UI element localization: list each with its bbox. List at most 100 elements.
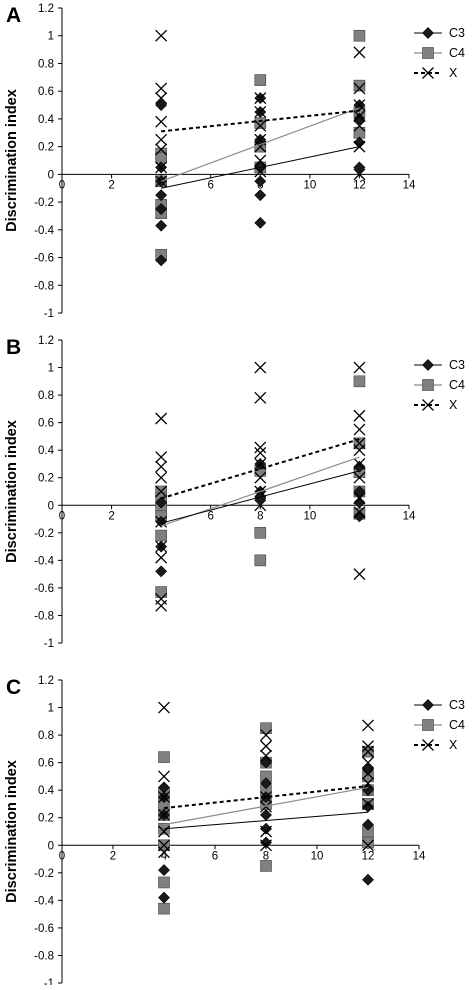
legend-marker-c4	[422, 47, 434, 59]
data-point-x	[158, 846, 170, 859]
data-point-x	[362, 767, 374, 780]
data-point-x	[155, 92, 168, 105]
y-tick-label: 0.2	[38, 813, 54, 825]
data-point-x	[155, 115, 168, 128]
legend-label: X	[449, 66, 458, 80]
trend-line-c3	[163, 811, 369, 830]
x-tick-label: 2	[108, 179, 114, 191]
trend-line-c4	[160, 107, 360, 182]
x-tick-label: 2	[108, 510, 114, 522]
legend: C3 C4 X	[414, 358, 465, 412]
y-tick-label: 0.8	[38, 730, 54, 742]
data-point-x	[155, 551, 168, 564]
data-point-x	[254, 106, 267, 118]
data-point-x	[353, 444, 366, 457]
data-point-c3	[158, 891, 170, 904]
y-tick-label: -0.4	[34, 555, 54, 567]
y-tick-label: -0.8	[34, 610, 54, 622]
trend-line-x	[161, 109, 360, 133]
x-tick-label: 6	[212, 850, 218, 862]
legend-marker-c3	[422, 359, 434, 371]
legend: C3 C4 X	[414, 26, 465, 80]
data-point-x	[353, 568, 366, 581]
data-point-c3	[155, 189, 168, 202]
x-tick-label: 12	[353, 179, 366, 191]
data-point-c4	[254, 74, 267, 86]
y-tick-label: -0.8	[34, 280, 54, 292]
data-point-x	[155, 515, 168, 528]
data-point-x	[254, 446, 267, 459]
y-tick-label: 1.2	[38, 675, 54, 687]
data-point-c4	[353, 29, 366, 42]
series-x	[158, 701, 374, 859]
y-tick-label: -1	[44, 978, 54, 985]
x-tick-label: 6	[208, 510, 214, 522]
data-point-x	[254, 119, 267, 132]
y-tick-label: 0.6	[38, 758, 54, 770]
data-point-c4	[254, 554, 267, 567]
data-point-x	[353, 471, 366, 484]
trend-line-c4	[163, 786, 369, 826]
data-point-x	[155, 412, 168, 425]
data-point-c4	[254, 117, 267, 129]
data-point-c3	[155, 254, 168, 267]
x-tick-label: 8	[257, 510, 263, 522]
y-tick-label: 0.2	[38, 473, 54, 485]
data-point-x	[254, 471, 267, 484]
y-tick-label: -0.6	[34, 253, 54, 265]
data-point-x	[254, 361, 267, 374]
data-point-x	[362, 745, 374, 758]
data-point-c3	[353, 460, 366, 473]
data-point-x	[260, 749, 272, 762]
data-point-c4	[158, 902, 170, 915]
data-point-c3	[362, 873, 374, 886]
data-point-c3	[353, 136, 366, 149]
y-tick-label: -0.6	[34, 583, 54, 595]
data-point-x	[158, 809, 170, 821]
data-point-x	[362, 719, 374, 732]
y-tick-label: -1	[44, 308, 54, 320]
data-point-x	[260, 800, 272, 813]
data-point-x	[362, 740, 374, 753]
data-point-c3	[155, 219, 168, 232]
data-point-x	[254, 92, 267, 105]
data-point-x	[260, 825, 272, 838]
y-tick-label: 0.6	[38, 86, 54, 98]
y-tick-label: -0.2	[34, 868, 54, 880]
data-point-x	[353, 361, 366, 374]
data-point-c3	[155, 203, 168, 215]
y-tick-label: 0.8	[38, 58, 54, 70]
x-tick-label: 10	[311, 850, 324, 862]
panel-letter: B	[6, 336, 21, 359]
x-tick-label: 14	[403, 179, 416, 191]
data-point-x	[155, 451, 168, 464]
data-point-x	[353, 457, 366, 470]
data-point-c3	[362, 800, 374, 813]
legend-label: C3	[449, 358, 465, 372]
y-tick-label: 0.6	[38, 418, 54, 430]
y-tick-label: 1	[48, 31, 54, 43]
legend-marker-c3	[422, 699, 434, 711]
data-point-x	[254, 154, 267, 167]
data-point-c4	[155, 586, 167, 598]
data-point-c3	[155, 565, 168, 578]
legend-label: C4	[449, 718, 465, 732]
data-point-c3	[155, 496, 168, 509]
y-tick-label: -0.6	[34, 923, 54, 935]
data-point-c3	[353, 161, 366, 174]
data-point-x	[353, 423, 366, 436]
panel-letter: A	[6, 4, 21, 27]
y-tick-label: 1.2	[38, 335, 54, 347]
panel-letter: C	[6, 676, 21, 699]
data-point-c4	[158, 751, 170, 763]
trend-line-x	[163, 785, 369, 810]
data-point-x	[158, 701, 170, 714]
x-tick-label: 6	[208, 179, 214, 191]
legend-label: C3	[449, 698, 465, 712]
data-point-c3	[254, 216, 267, 229]
data-point-x	[155, 161, 168, 174]
data-point-x	[254, 499, 267, 512]
y-tick-label: 1.2	[38, 3, 54, 15]
data-point-x	[353, 110, 366, 123]
data-point-c4	[260, 860, 272, 872]
